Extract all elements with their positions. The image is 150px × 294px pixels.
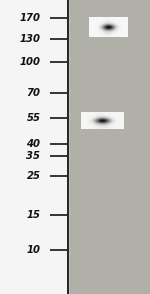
Text: 40: 40 [27, 139, 40, 149]
Text: 25: 25 [27, 171, 40, 181]
Text: 70: 70 [27, 88, 40, 98]
Text: 15: 15 [27, 210, 40, 220]
Text: 10: 10 [27, 245, 40, 255]
Text: 130: 130 [20, 34, 40, 44]
Text: 35: 35 [27, 151, 40, 161]
Text: 100: 100 [20, 57, 40, 67]
Bar [68, 0, 150, 294]
Text: 55: 55 [27, 113, 40, 123]
Bar [0, 0, 68, 294]
Text: 170: 170 [20, 13, 40, 23]
